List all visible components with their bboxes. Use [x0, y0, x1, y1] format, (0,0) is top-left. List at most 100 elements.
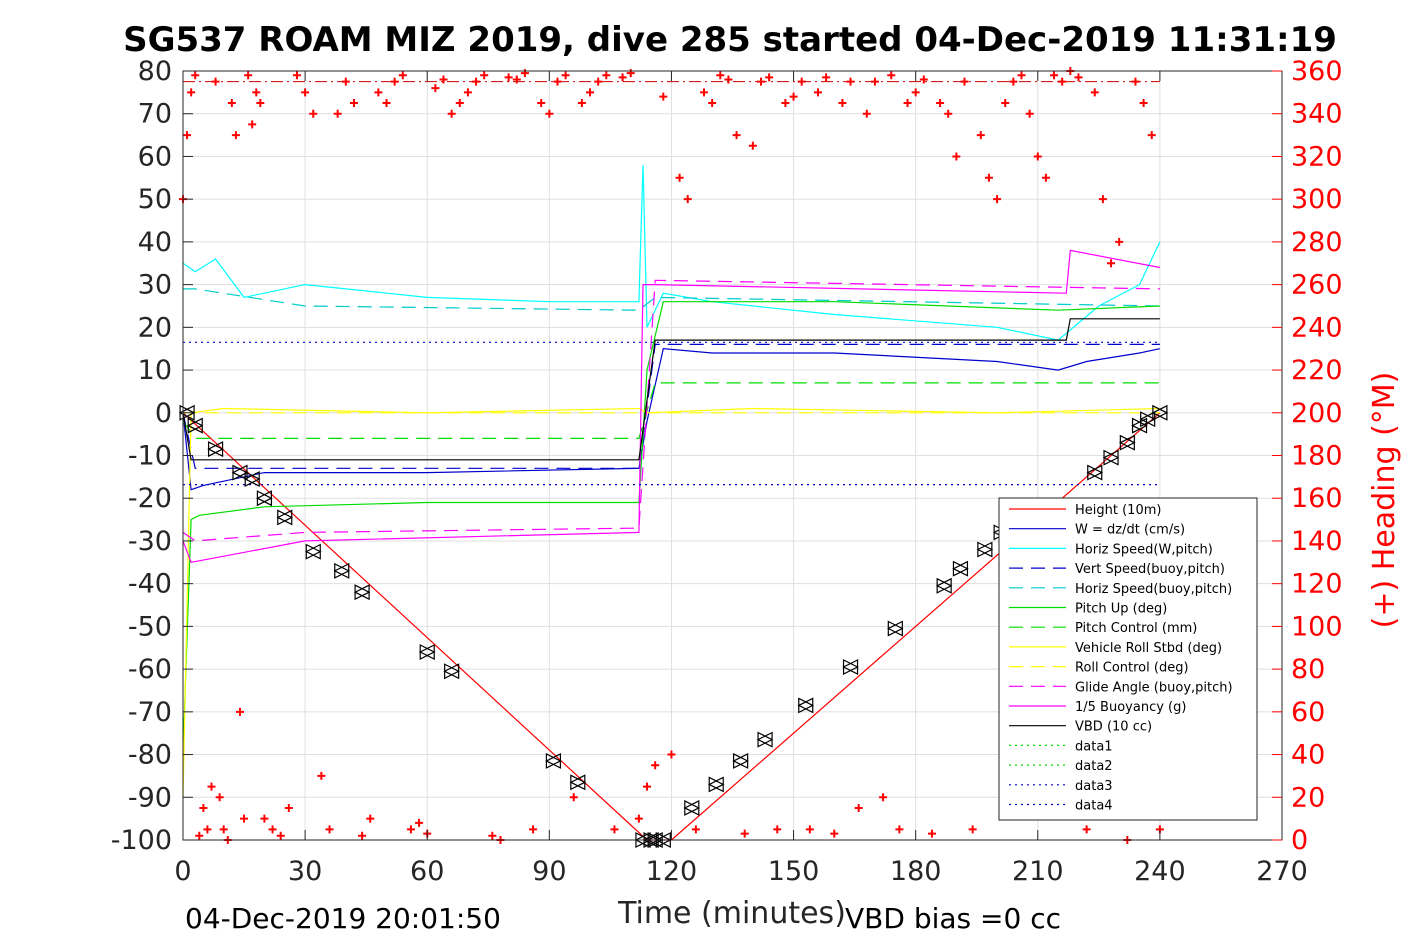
heading-point: [1017, 71, 1026, 80]
heading-point: [789, 92, 798, 101]
legend-label: data1: [1075, 739, 1113, 754]
heading-point: [577, 99, 586, 108]
legend-label: data3: [1075, 779, 1113, 794]
heading-point: [1074, 73, 1083, 82]
marker-point: [842, 659, 859, 675]
heading-point: [952, 152, 961, 161]
legend-label: Horiz Speed(buoy,pitch): [1075, 582, 1232, 597]
heading-point: [240, 814, 249, 823]
heading-point: [1139, 99, 1148, 108]
heading-point: [594, 77, 603, 86]
marker-point: [952, 560, 969, 577]
marker-point: [1151, 404, 1169, 421]
heading-point: [553, 77, 562, 86]
heading-point: [936, 99, 945, 108]
legend-label: Horiz Speed(W,pitch): [1075, 542, 1213, 557]
heading-point: [292, 71, 301, 80]
legend-label: Pitch Control (mm): [1075, 621, 1197, 636]
legend-label: Roll Control (deg): [1075, 661, 1189, 676]
series-line: [182, 343, 1160, 469]
y2-tick-label: 80: [1291, 654, 1325, 685]
legend-label: Vert Speed(buoy,pitch): [1075, 562, 1225, 577]
heading-point: [870, 77, 879, 86]
y2-tick-label: 200: [1291, 398, 1343, 429]
heading-point: [675, 173, 684, 182]
chart-title: SG537 ROAM MIZ 2019, dive 285 started 04…: [123, 20, 1337, 60]
x-tick-label: 0: [174, 856, 191, 887]
heading-point: [349, 99, 358, 108]
heading-point: [366, 814, 375, 823]
series-line: [182, 164, 1161, 341]
y2-tick-label: 340: [1291, 99, 1343, 130]
heading-point: [480, 71, 489, 80]
heading-point: [732, 131, 741, 140]
heading-point: [781, 99, 790, 108]
heading-point: [903, 99, 912, 108]
heading-point: [919, 75, 928, 84]
y-tick-label: 20: [138, 312, 172, 343]
heading-point: [252, 88, 261, 97]
heading-point: [1025, 109, 1034, 118]
marker-point: [1102, 449, 1120, 466]
heading-point: [740, 829, 749, 838]
heading-point: [199, 803, 208, 812]
y2-axis-label: (+) Heading (°M): [1367, 372, 1402, 629]
heading-point: [822, 73, 831, 82]
heading-point: [805, 825, 814, 834]
heading-point: [207, 782, 216, 791]
x-tick-label: 30: [288, 856, 322, 887]
heading-point: [879, 793, 888, 802]
y2-tick-label: 20: [1291, 782, 1325, 813]
heading-point: [260, 814, 269, 823]
y2-tick-label: 160: [1291, 483, 1343, 514]
marker-point: [1086, 464, 1104, 481]
marker-point: [1118, 434, 1136, 451]
heading-point: [325, 825, 334, 834]
x-tick-label: 270: [1256, 856, 1308, 887]
heading-layer: [179, 67, 1164, 844]
y2-tick-label: 180: [1291, 441, 1343, 472]
heading-point: [927, 829, 936, 838]
heading-point: [618, 73, 627, 82]
legend-label: data2: [1075, 759, 1113, 774]
marker-point: [797, 697, 815, 714]
y-tick-label: 70: [138, 99, 172, 130]
heading-point: [700, 88, 709, 97]
heading-point: [248, 120, 257, 129]
legend-box: [998, 497, 1258, 821]
marker-point: [976, 541, 994, 558]
heading-point: [887, 71, 896, 80]
x-tick-label: 210: [1012, 856, 1064, 887]
heading-point: [1033, 152, 1042, 161]
marker-point: [443, 663, 460, 680]
heading-point: [374, 88, 383, 97]
heading-point: [1107, 259, 1116, 268]
heading-point: [268, 825, 277, 834]
heading-point: [748, 141, 757, 150]
series-line: [182, 279, 1160, 542]
legend-label: 1/5 Buoyancy (g): [1075, 700, 1186, 715]
heading-point: [765, 73, 774, 82]
heading-point: [854, 803, 863, 812]
heading-point: [309, 109, 318, 118]
y-tick-label: -80: [128, 740, 172, 771]
heading-point: [756, 77, 765, 86]
heading-point: [813, 88, 822, 97]
marker-point: [243, 471, 261, 487]
heading-point: [203, 825, 212, 834]
heading-point: [195, 831, 204, 840]
heading-point: [984, 173, 993, 182]
heading-point: [472, 77, 481, 86]
heading-point: [626, 69, 635, 78]
y2-tick-label: 260: [1291, 270, 1343, 301]
legend-label: VBD (10 cc): [1075, 720, 1152, 735]
heading-point: [911, 88, 920, 97]
heading-point: [976, 131, 985, 140]
heading-point: [537, 99, 546, 108]
heading-point: [602, 71, 611, 80]
x-tick-label: 90: [532, 856, 566, 887]
heading-point: [183, 131, 192, 140]
heading-point: [862, 109, 871, 118]
marker-point: [276, 509, 294, 526]
